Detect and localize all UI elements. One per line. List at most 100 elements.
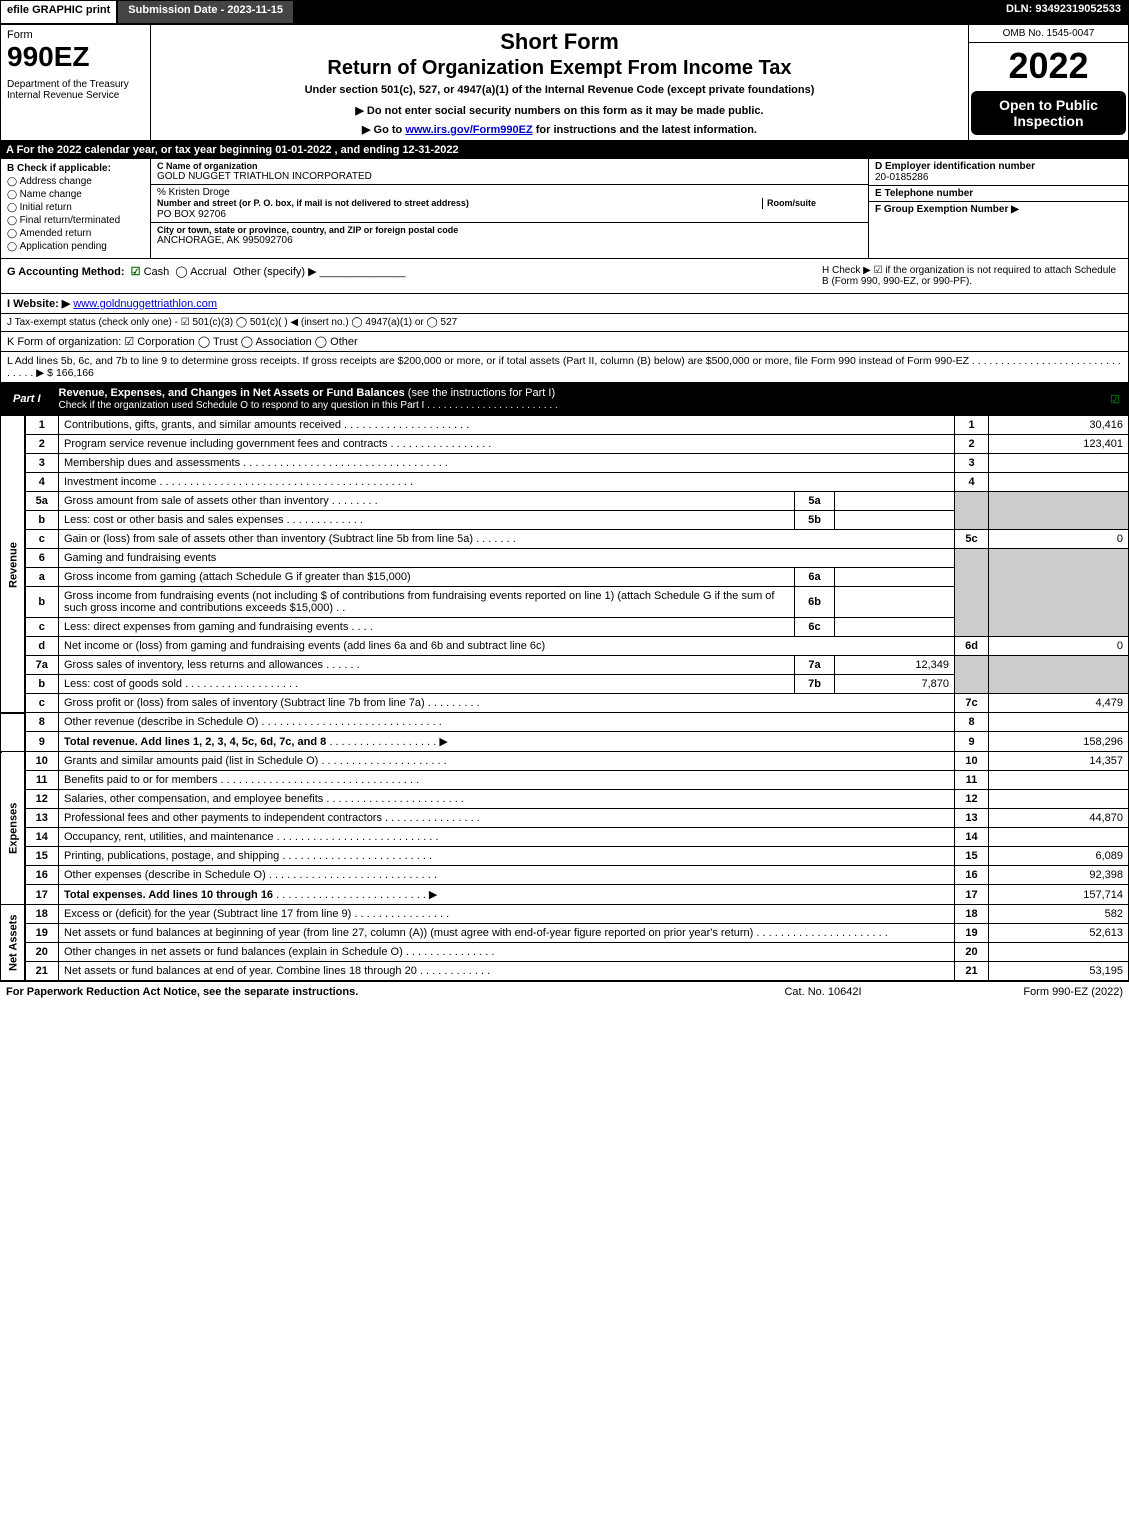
l14-amt — [989, 828, 1129, 847]
l6b-sn: 6b — [795, 587, 835, 618]
l5a-sn: 5a — [795, 492, 835, 511]
l3-amt — [989, 454, 1129, 473]
l9-amt: 158,296 — [989, 732, 1129, 752]
l7a-num: 7a — [25, 656, 59, 675]
l8-ln: 8 — [955, 713, 989, 732]
l2-ln: 2 — [955, 435, 989, 454]
l7b-sv: 7,870 — [835, 675, 955, 694]
row-i-website: I Website: ▶ www.goldnuggettriathlon.com — [0, 294, 1129, 314]
l10-amt: 14,357 — [989, 752, 1129, 771]
l6a-desc: Gross income from gaming (attach Schedul… — [64, 571, 411, 583]
accounting-other[interactable]: Other (specify) ▶ — [233, 266, 317, 278]
care-of: % Kristen Droge — [157, 187, 862, 198]
l6-desc: Gaming and fundraising events — [59, 549, 955, 568]
l9-ln: 9 — [955, 732, 989, 752]
l15-ln: 15 — [955, 847, 989, 866]
l14-desc: Occupancy, rent, utilities, and maintena… — [64, 831, 274, 843]
dln: DLN: 93492319052533 — [998, 0, 1129, 24]
open-to-public: Open to Public Inspection — [971, 91, 1126, 135]
city-label: City or town, state or province, country… — [157, 225, 862, 235]
l7c-num: c — [25, 694, 59, 713]
submission-date: Submission Date - 2023-11-15 — [117, 0, 294, 24]
l5c-desc: Gain or (loss) from sale of assets other… — [64, 533, 473, 545]
l6c-sn: 6c — [795, 618, 835, 637]
subtitle-link-line: ▶ Go to www.irs.gov/Form990EZ for instru… — [159, 123, 960, 136]
l18-desc: Excess or (deficit) for the year (Subtra… — [64, 908, 351, 920]
l7b-sn: 7b — [795, 675, 835, 694]
l21-amt: 53,195 — [989, 962, 1129, 981]
l3-desc: Membership dues and assessments — [64, 457, 240, 469]
website-link[interactable]: www.goldnuggettriathlon.com — [73, 298, 217, 310]
l6d-num: d — [25, 637, 59, 656]
l1-ln: 1 — [955, 416, 989, 435]
check-final-return[interactable]: Final return/terminated — [7, 215, 144, 226]
box-def: D Employer identification number 20-0185… — [868, 159, 1128, 258]
l13-amt: 44,870 — [989, 809, 1129, 828]
l10-num: 10 — [25, 752, 59, 771]
l7a-desc: Gross sales of inventory, less returns a… — [64, 659, 323, 671]
l7b-desc: Less: cost of goods sold — [64, 678, 182, 690]
l5c-amt: 0 — [989, 530, 1129, 549]
l13-num: 13 — [25, 809, 59, 828]
title-return: Return of Organization Exempt From Incom… — [159, 57, 960, 80]
check-address-change[interactable]: Address change — [7, 176, 144, 187]
l18-amt: 582 — [989, 905, 1129, 924]
irs-link[interactable]: www.irs.gov/Form990EZ — [405, 124, 532, 136]
l7c-amt: 4,479 — [989, 694, 1129, 713]
l5b-sv — [835, 511, 955, 530]
omb-number: OMB No. 1545-0047 — [969, 25, 1128, 43]
department-label: Department of the Treasury Internal Reve… — [7, 79, 144, 101]
accounting-cash[interactable]: Cash — [144, 266, 170, 278]
l20-desc: Other changes in net assets or fund bala… — [64, 946, 403, 958]
l12-desc: Salaries, other compensation, and employ… — [64, 793, 323, 805]
header-right: OMB No. 1545-0047 2022 Open to Public In… — [968, 25, 1128, 140]
l4-ln: 4 — [955, 473, 989, 492]
l10-ln: 10 — [955, 752, 989, 771]
l14-ln: 14 — [955, 828, 989, 847]
row-k-form-org: K Form of organization: ☑ Corporation ◯ … — [0, 332, 1129, 352]
row-g-h: G Accounting Method: ☑ Cash ◯ Accrual Ot… — [0, 259, 1129, 294]
street-value: PO BOX 92706 — [157, 209, 862, 220]
check-amended-return[interactable]: Amended return — [7, 228, 144, 239]
netassets-side-label: Net Assets — [1, 905, 25, 981]
check-application-pending[interactable]: Application pending — [7, 241, 144, 252]
goto-prefix: ▶ Go to — [362, 124, 405, 136]
row-l-gross-receipts: L Add lines 5b, 6c, and 7b to line 9 to … — [0, 352, 1129, 383]
part1-title-bold: Revenue, Expenses, and Changes in Net As… — [59, 387, 405, 399]
efile-print-label[interactable]: efile GRAPHIC print — [0, 0, 117, 24]
l6d-desc: Net income or (loss) from gaming and fun… — [64, 640, 545, 652]
part1-schedule-o-check[interactable]: ☑ — [1110, 394, 1120, 406]
l6c-num: c — [25, 618, 59, 637]
l16-desc: Other expenses (describe in Schedule O) — [64, 869, 266, 881]
org-name-label: C Name of organization — [157, 161, 862, 171]
top-bar: efile GRAPHIC print Submission Date - 20… — [0, 0, 1129, 24]
l6-num: 6 — [25, 549, 59, 568]
l1-num: 1 — [25, 416, 59, 435]
l21-ln: 21 — [955, 962, 989, 981]
website-label: I Website: ▶ — [7, 298, 70, 310]
l2-num: 2 — [25, 435, 59, 454]
group-exemption-label: F Group Exemption Number ▶ — [875, 204, 1122, 215]
row-l-text: L Add lines 5b, 6c, and 7b to line 9 to … — [7, 355, 1121, 379]
part1-table: Revenue 1 Contributions, gifts, grants, … — [0, 415, 1129, 981]
section-bcdef: B Check if applicable: Address change Na… — [0, 159, 1129, 259]
l7c-desc: Gross profit or (loss) from sales of inv… — [64, 697, 425, 709]
accounting-accrual[interactable]: Accrual — [190, 266, 227, 278]
l9-num: 9 — [25, 732, 59, 752]
l8-amt — [989, 713, 1129, 732]
revenue-side-label: Revenue — [1, 416, 25, 713]
l2-desc: Program service revenue including govern… — [64, 438, 387, 450]
l5b-sn: 5b — [795, 511, 835, 530]
l5b-num: b — [25, 511, 59, 530]
l8-desc: Other revenue (describe in Schedule O) — [64, 716, 258, 728]
l5c-ln: 5c — [955, 530, 989, 549]
l6c-desc: Less: direct expenses from gaming and fu… — [64, 621, 348, 633]
check-name-change[interactable]: Name change — [7, 189, 144, 200]
l10-desc: Grants and similar amounts paid (list in… — [64, 755, 318, 767]
l12-num: 12 — [25, 790, 59, 809]
check-initial-return[interactable]: Initial return — [7, 202, 144, 213]
l6a-sn: 6a — [795, 568, 835, 587]
l7b-num: b — [25, 675, 59, 694]
l15-desc: Printing, publications, postage, and shi… — [64, 850, 279, 862]
row-a-tax-year: A For the 2022 calendar year, or tax yea… — [0, 141, 1129, 159]
